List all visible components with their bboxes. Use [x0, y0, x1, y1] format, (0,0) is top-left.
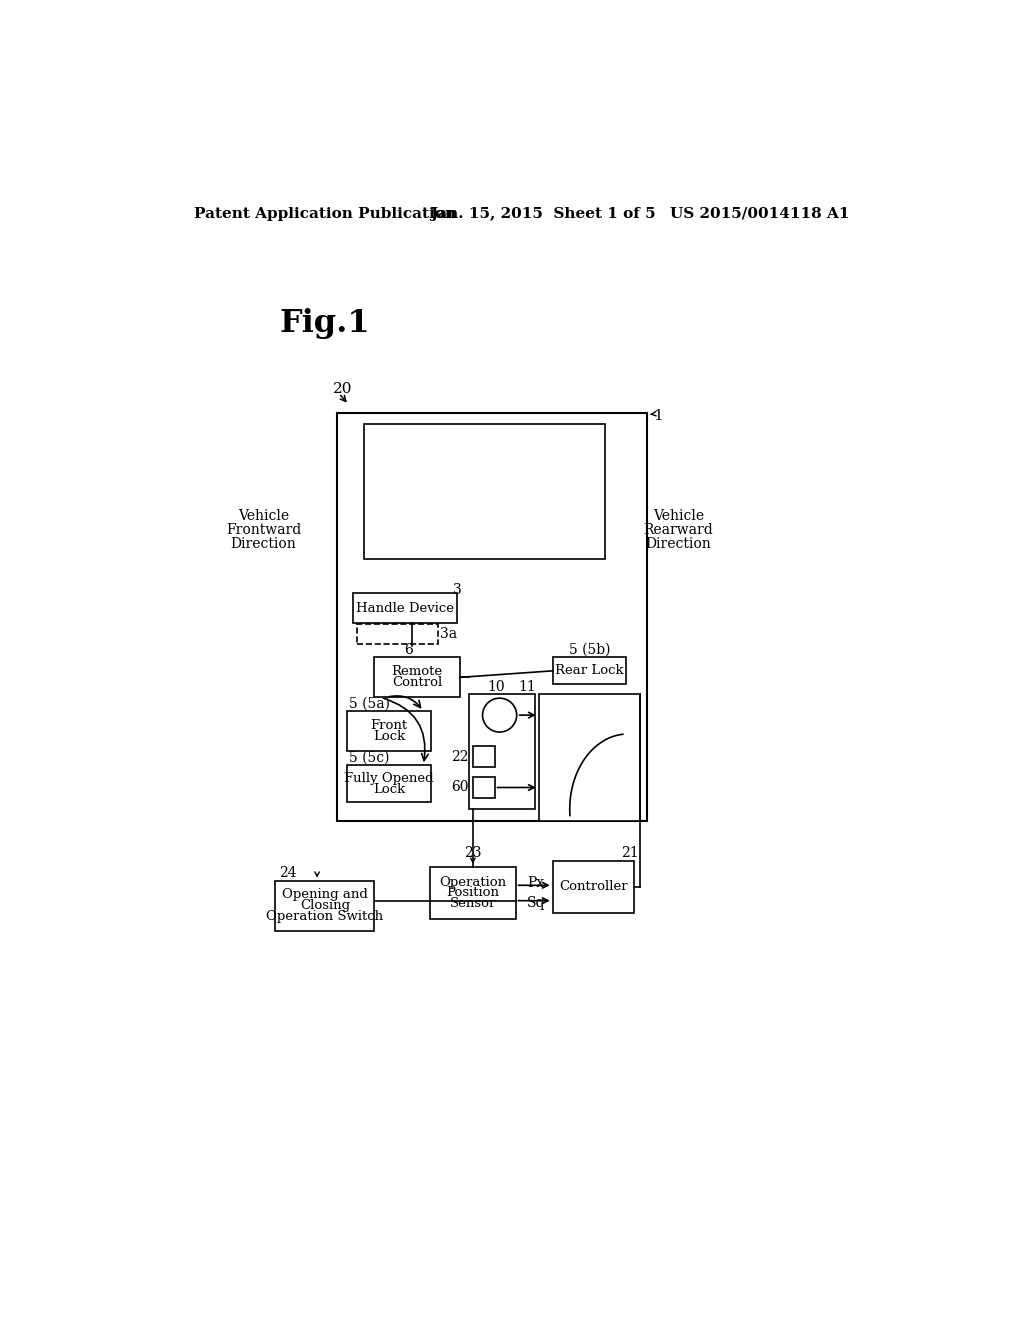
Text: 11: 11	[518, 680, 536, 694]
Text: 5 (5b): 5 (5b)	[568, 643, 610, 656]
Text: Remote: Remote	[391, 665, 442, 678]
Text: 10: 10	[487, 680, 505, 694]
Text: Rear Lock: Rear Lock	[555, 664, 624, 677]
Text: Direction: Direction	[230, 537, 297, 552]
Text: Fully Opened: Fully Opened	[344, 772, 434, 785]
Text: Patent Application Publication: Patent Application Publication	[194, 207, 456, 220]
FancyArrowPatch shape	[389, 696, 421, 708]
Bar	[473, 746, 495, 767]
Bar	[539, 693, 640, 821]
Text: 21: 21	[622, 846, 639, 859]
Circle shape	[482, 698, 517, 733]
Text: US 2015/0014118 A1: US 2015/0014118 A1	[671, 207, 850, 220]
Text: 22: 22	[452, 750, 469, 764]
Text: 60: 60	[452, 780, 469, 795]
Text: 6: 6	[404, 643, 413, 656]
Text: Frontward: Frontward	[226, 523, 301, 537]
Text: Vehicle: Vehicle	[652, 510, 703, 524]
Text: 5 (5c): 5 (5c)	[349, 751, 389, 764]
Text: Handle Device: Handle Device	[356, 602, 454, 615]
Bar	[473, 776, 495, 799]
Text: Vehicle: Vehicle	[238, 510, 289, 524]
Bar	[553, 861, 634, 913]
Text: 24: 24	[280, 866, 297, 880]
FancyArrowPatch shape	[383, 698, 428, 760]
Text: Sq: Sq	[527, 896, 546, 909]
Text: Controller: Controller	[559, 880, 628, 894]
Text: 3a: 3a	[440, 627, 458, 642]
Bar	[553, 657, 627, 684]
Text: Control: Control	[392, 676, 442, 689]
Text: Opening and: Opening and	[282, 888, 368, 902]
Bar	[347, 711, 431, 751]
Bar	[375, 657, 460, 697]
Text: 1: 1	[653, 409, 664, 424]
Text: Sensor: Sensor	[450, 898, 496, 911]
Bar	[275, 880, 375, 931]
Text: 23: 23	[464, 846, 481, 859]
Text: Operation Switch: Operation Switch	[266, 909, 383, 923]
Text: 20: 20	[334, 381, 353, 396]
Text: 5 (5a): 5 (5a)	[349, 697, 390, 710]
Text: Lock: Lock	[373, 730, 406, 743]
Text: Rearward: Rearward	[643, 523, 713, 537]
Bar	[430, 867, 515, 919]
Text: Position: Position	[446, 887, 500, 899]
Bar	[337, 413, 647, 821]
Bar	[469, 693, 535, 809]
Text: Lock: Lock	[373, 783, 406, 796]
Bar	[356, 624, 438, 644]
Bar	[352, 594, 458, 623]
Bar	[365, 424, 604, 558]
Text: Front: Front	[371, 719, 408, 733]
Text: Operation: Operation	[439, 875, 507, 888]
Text: Fig.1: Fig.1	[280, 309, 370, 339]
Text: Direction: Direction	[645, 537, 711, 552]
Text: Closing: Closing	[300, 899, 350, 912]
Text: Px: Px	[527, 876, 544, 890]
Text: Jan. 15, 2015  Sheet 1 of 5: Jan. 15, 2015 Sheet 1 of 5	[430, 207, 656, 220]
Bar	[347, 766, 431, 803]
Text: 3: 3	[454, 583, 462, 598]
